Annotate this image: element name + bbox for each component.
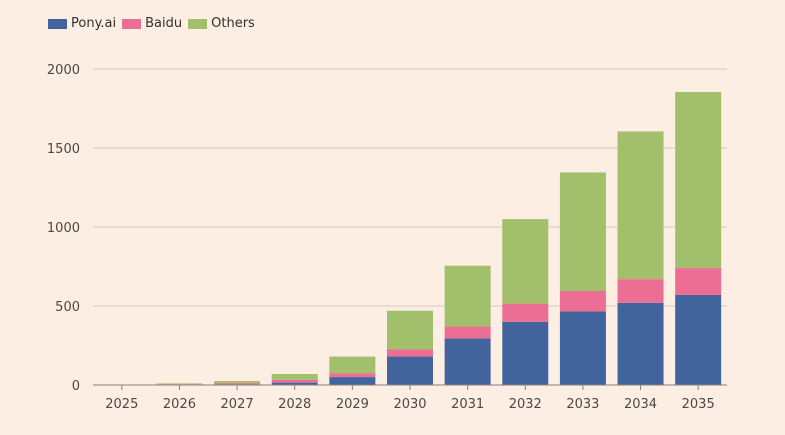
bar-baidu-2027 (214, 383, 261, 385)
x-tick-label-2034: 2034 (624, 397, 657, 412)
bar-others-2031 (444, 265, 491, 327)
bar-baidu-2029 (329, 373, 376, 378)
y-tick-label-2000: 2000 (47, 63, 80, 78)
bar-others-2026 (156, 383, 203, 385)
bar-pony-ai-2031 (444, 338, 491, 385)
bar-baidu-2032 (502, 303, 549, 322)
legend-item-others: Others (188, 16, 255, 31)
bar-others-2029 (329, 356, 376, 374)
bar-baidu-2034 (617, 279, 664, 303)
bar-pony-ai-2032 (502, 321, 549, 385)
x-tick-label-2033: 2033 (566, 397, 599, 412)
y-tick-label-1500: 1500 (47, 142, 80, 157)
bar-baidu-2035 (675, 268, 722, 295)
x-tick-label-2029: 2029 (336, 397, 369, 412)
bar-baidu-2033 (559, 290, 606, 312)
legend-label-others: Others (211, 16, 255, 31)
bar-pony-ai-2029 (329, 377, 376, 385)
bar-others-2035 (675, 91, 722, 269)
x-tick-label-2030: 2030 (393, 397, 426, 412)
bar-pony-ai-2033 (559, 311, 606, 385)
legend-swatch-pony-ai (48, 18, 67, 29)
bar-pony-ai-2034 (617, 302, 664, 385)
legend-item-baidu: Baidu (122, 16, 182, 31)
x-tick-label-2026: 2026 (163, 397, 196, 412)
x-tick-label-2032: 2032 (509, 397, 542, 412)
bar-others-2027 (214, 381, 261, 384)
bar-pony-ai-2030 (387, 356, 433, 385)
y-tick-label-0: 0 (72, 379, 80, 394)
legend-label-baidu: Baidu (145, 16, 183, 31)
legend-swatch-others (188, 18, 208, 29)
bar-pony-ai-2028 (271, 382, 318, 385)
y-tick-label-1000: 1000 (47, 221, 80, 236)
bar-baidu-2031 (444, 326, 491, 339)
bar-others-2032 (502, 219, 549, 304)
bar-pony-ai-2035 (675, 294, 722, 385)
bar-baidu-2028 (271, 379, 318, 383)
y-tick-label-500: 500 (55, 300, 80, 315)
x-tick-label-2035: 2035 (682, 397, 715, 412)
chart-legend: Pony.ai Baidu Others (48, 16, 261, 31)
x-tick-label-2025: 2025 (105, 397, 138, 412)
bar-baidu-2030 (387, 349, 433, 357)
legend-label-pony-ai: Pony.ai (71, 16, 117, 31)
legend-swatch-baidu (122, 18, 142, 29)
x-tick-label-2031: 2031 (451, 397, 484, 412)
bar-others-2034 (617, 131, 664, 280)
x-tick-label-2027: 2027 (221, 397, 254, 412)
bar-others-2028 (271, 373, 318, 380)
legend-item-pony-ai: Pony.ai (48, 16, 116, 31)
bar-others-2033 (559, 172, 606, 291)
bar-others-2030 (387, 310, 433, 350)
x-tick-label-2028: 2028 (278, 397, 311, 412)
